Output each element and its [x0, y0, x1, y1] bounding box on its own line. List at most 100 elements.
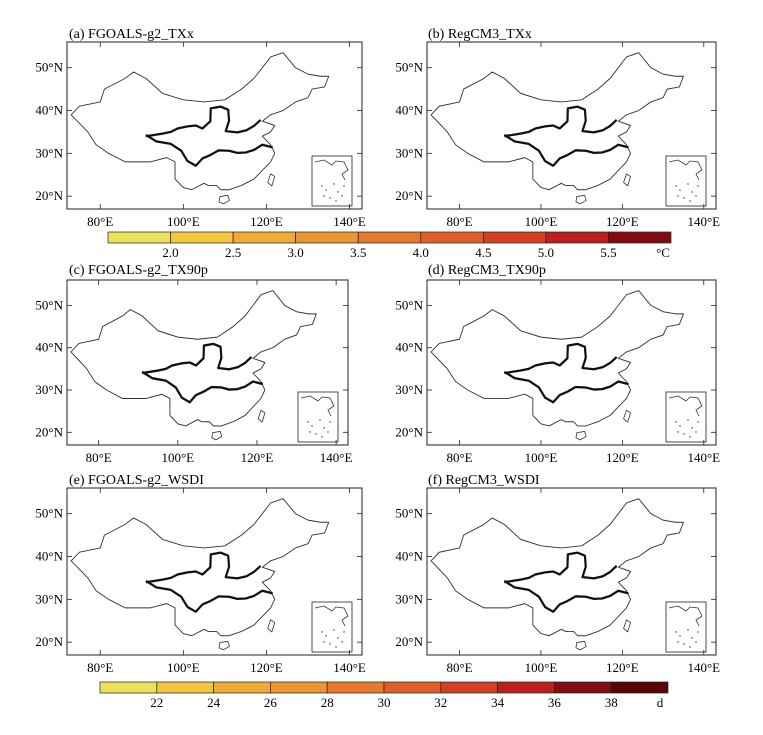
colorbar-segment — [357, 231, 422, 244]
x-tick-label: 120°E — [250, 214, 283, 229]
x-tick-label: 80°E — [86, 450, 112, 465]
y-tick-label: 40°N — [395, 549, 423, 564]
y-tick-label: 40°N — [395, 340, 423, 355]
colorbar-label: 34 — [491, 695, 505, 710]
colorbar-label: 2.5 — [225, 245, 241, 260]
map-panel: (f) RegCM3_WSDI 80°E 100°E 120°E 140°E 20°N 30… — [395, 473, 720, 675]
south-china-sea-inset — [311, 601, 353, 653]
map-panel: (a) FGOALS-g2_TXx 80°E 100°E 120°E 140°E 20°N… — [35, 27, 366, 229]
colorbar-days: 22 24 26 28 30 32 34 36 38 d — [99, 681, 669, 710]
colorbar-label: 24 — [207, 695, 221, 710]
colorbar-label: 32 — [434, 695, 447, 710]
south-china-sea-inset — [665, 155, 707, 207]
x-tick-label: 80°E — [87, 660, 113, 675]
colorbar-segment — [270, 681, 328, 694]
panel-title: (d) RegCM3_TX90p — [428, 263, 546, 278]
colorbar-segment — [326, 681, 385, 694]
colorbar-label: 5.5 — [600, 245, 616, 260]
colorbar-label: 26 — [264, 695, 278, 710]
colorbar-segment — [482, 231, 547, 244]
colorbar-label: 4.5 — [475, 245, 491, 260]
colorbar-segment — [99, 681, 158, 694]
panel-title: (f) RegCM3_WSDI — [428, 473, 540, 488]
colorbar-segment — [608, 231, 672, 244]
colorbar-segment — [440, 681, 498, 694]
y-tick-label: 50°N — [395, 297, 423, 312]
y-tick-label: 30°N — [35, 145, 63, 160]
x-tick-label: 80°E — [446, 214, 472, 229]
y-tick-label: 30°N — [35, 382, 63, 397]
x-tick-label: 100°E — [161, 450, 194, 465]
colorbar-label: 28 — [321, 695, 334, 710]
panel-title: (a) FGOALS-g2_TXx — [69, 27, 194, 42]
y-tick-label: 50°N — [35, 60, 63, 75]
south-china-sea-inset — [297, 391, 339, 443]
map-panel: (c) FGOALS-g2_TX90p 80°E 100°E 120°E 140°E 20… — [35, 263, 352, 465]
panel-title: (e) FGOALS-g2_WSDI — [69, 473, 204, 488]
colorbar-segment — [156, 681, 214, 694]
colorbar-label: 4.0 — [413, 245, 429, 260]
x-tick-label: 140°E — [333, 660, 366, 675]
colorbar-label: 36 — [548, 695, 562, 710]
y-tick-label: 40°N — [35, 549, 63, 564]
y-tick-label: 30°N — [395, 145, 423, 160]
x-tick-label: 100°E — [525, 214, 558, 229]
x-tick-label: 140°E — [687, 450, 720, 465]
colorbar-label: 3.0 — [288, 245, 304, 260]
colorbar-segment — [213, 681, 271, 694]
x-tick-label: 140°E — [687, 660, 720, 675]
y-tick-label: 20°N — [35, 424, 63, 439]
colorbar-segment — [295, 231, 359, 244]
x-tick-label: 120°E — [606, 660, 639, 675]
y-tick-label: 40°N — [35, 103, 63, 118]
south-china-sea-inset — [665, 391, 707, 443]
y-tick-label: 30°N — [395, 591, 423, 606]
y-tick-label: 40°N — [35, 340, 63, 355]
x-tick-label: 120°E — [250, 660, 283, 675]
y-tick-label: 20°N — [395, 188, 423, 203]
colorbar-temperature: 2.0 2.5 3.0 3.5 4.0 4.5 5.0 5.5 °C — [107, 231, 672, 260]
panel-title: (c) FGOALS-g2_TX90p — [69, 263, 208, 278]
y-tick-label: 50°N — [395, 60, 423, 75]
colorbar-segment — [107, 231, 171, 244]
x-tick-label: 100°E — [525, 660, 558, 675]
map-panel: (d) RegCM3_TX90p 80°E 100°E 120°E 140°E 20°N 3… — [395, 263, 720, 465]
south-china-sea-inset — [311, 155, 353, 207]
y-tick-label: 30°N — [35, 591, 63, 606]
y-tick-label: 40°N — [395, 103, 423, 118]
y-tick-label: 50°N — [35, 506, 63, 521]
colorbar-unit: °C — [656, 245, 670, 260]
colorbar-segment — [545, 231, 609, 244]
x-tick-label: 80°E — [446, 450, 472, 465]
x-tick-label: 140°E — [687, 214, 720, 229]
x-tick-label: 120°E — [606, 450, 639, 465]
x-tick-label: 120°E — [606, 214, 639, 229]
colorbar-segment — [420, 231, 484, 244]
map-panel: (e) FGOALS-g2_WSDI 80°E 100°E 120°E 140°E 20°… — [35, 473, 366, 675]
colorbar-segment — [383, 681, 442, 694]
x-tick-label: 80°E — [446, 660, 472, 675]
colorbar-label: 22 — [150, 695, 163, 710]
colorbar-segment — [497, 681, 555, 694]
y-tick-label: 20°N — [395, 424, 423, 439]
x-tick-label: 80°E — [87, 214, 113, 229]
x-tick-label: 100°E — [167, 660, 200, 675]
colorbar-label: 30 — [378, 695, 391, 710]
y-tick-label: 50°N — [35, 297, 63, 312]
colorbar-segment — [554, 681, 612, 694]
panel-title: (b) RegCM3_TXx — [428, 27, 532, 42]
x-tick-label: 100°E — [167, 214, 200, 229]
y-tick-label: 20°N — [35, 188, 63, 203]
y-tick-label: 20°N — [35, 634, 63, 649]
y-tick-label: 50°N — [395, 506, 423, 521]
colorbar-label: 5.0 — [538, 245, 554, 260]
colorbar-label: 2.0 — [162, 245, 178, 260]
colorbar-segment — [610, 681, 669, 694]
x-tick-label: 100°E — [525, 450, 558, 465]
colorbar-segment — [232, 231, 297, 244]
x-tick-label: 140°E — [320, 450, 353, 465]
x-tick-label: 120°E — [241, 450, 274, 465]
colorbar-label: 38 — [605, 695, 618, 710]
map-panel: (b) RegCM3_TXx 80°E 100°E 120°E 140°E 20°N 30°… — [395, 27, 720, 229]
